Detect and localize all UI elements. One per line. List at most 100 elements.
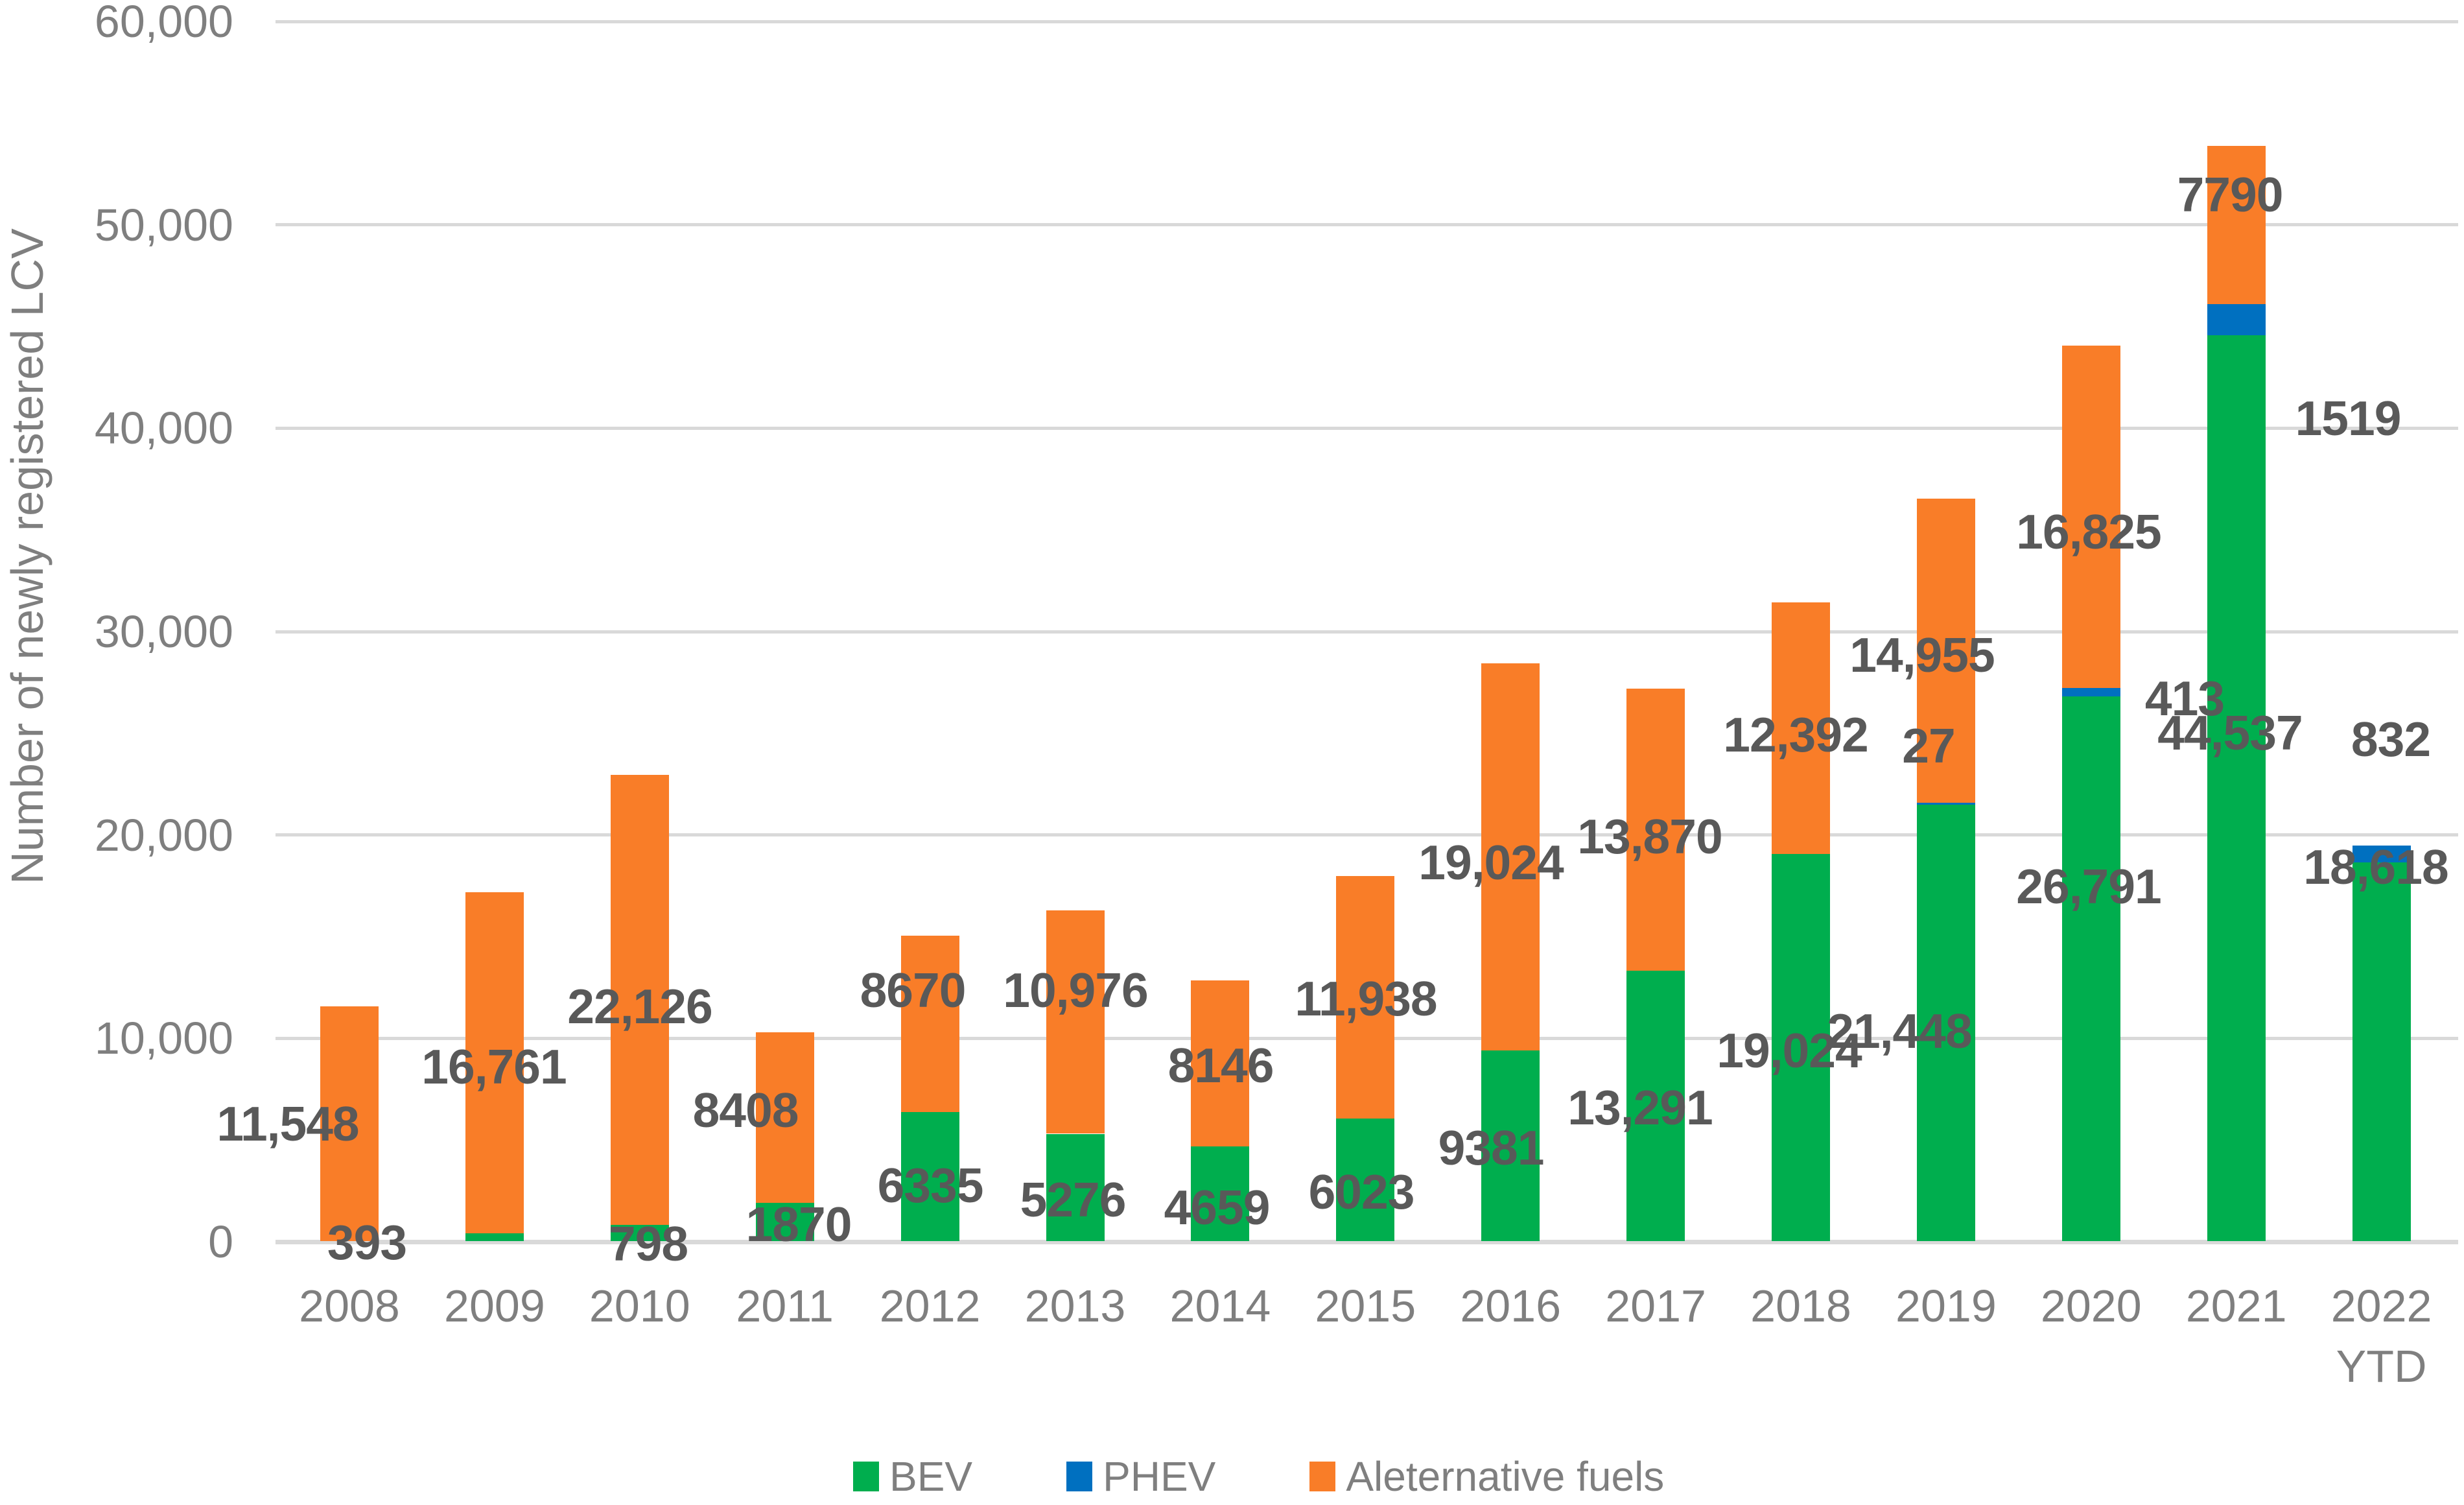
bar-segment-bev-2019 [1916, 805, 1975, 1241]
x-tick-label: 2018 [1750, 1281, 1851, 1331]
bar-segment-bev-2010 [610, 1224, 669, 1241]
data-label-bev-2013: 5276 [1020, 1172, 1127, 1227]
legend-label: Aleternative fuels [1346, 1453, 1665, 1500]
bar-segment-bev-2018 [1772, 854, 1830, 1241]
y-tick-label: 60,000 [94, 0, 233, 47]
bar-segment-aleternative-2014 [1191, 980, 1250, 1146]
data-label-phev-2022: 832 [2351, 712, 2431, 766]
bar-segment-aleternative-2015 [1336, 875, 1395, 1119]
x-tick-label: 2019 [1895, 1281, 1997, 1331]
x-tick-label: 2009 [444, 1281, 545, 1331]
data-label-aleternative-2008: 11,548 [217, 1096, 359, 1151]
data-label-aleternative-2016: 19,024 [1418, 835, 1564, 890]
legend-label: PHEV [1103, 1453, 1216, 1500]
data-label-bev-2012: 6335 [877, 1158, 984, 1213]
data-label-phev-2021: 1519 [2295, 391, 2402, 445]
data-label-aleternative-2010: 22,126 [567, 979, 712, 1034]
bar-segment-bev-2011 [755, 1203, 814, 1241]
data-label-bev-2018: 19,024 [1717, 1023, 1862, 1078]
data-label-bev-2010: 798 [608, 1216, 688, 1271]
y-tick-label: 40,000 [94, 403, 233, 454]
x-tick-label: 2021 [2185, 1281, 2287, 1331]
x-tick-label: 2015 [1315, 1281, 1416, 1331]
data-label-bev-2021: 44,537 [2157, 705, 2303, 760]
legend-item-phev: PHEV [1066, 1452, 1215, 1500]
legend-label: BEV [889, 1453, 973, 1500]
data-label-bev-2011: 1870 [745, 1197, 852, 1251]
bar-segment-phev-2021 [2207, 304, 2266, 336]
data-label-aleternative-2009: 16,761 [421, 1039, 567, 1094]
x-tick-label: 2022 YTD [2330, 1281, 2432, 1392]
data-label-aleternative-2011: 8408 [692, 1083, 799, 1137]
bar-segment-aleternative-2011 [755, 1032, 814, 1203]
legend: BEV PHEV Aleternative fuels [853, 1452, 1664, 1500]
bar-segment-bev-2020 [2061, 696, 2120, 1241]
bar-segment-bev-2014 [1191, 1146, 1250, 1241]
x-tick-label: 2017 [1605, 1281, 1706, 1331]
data-label-aleternative-2019: 14,955 [1849, 628, 1995, 682]
data-label-bev-2014: 4659 [1164, 1180, 1271, 1235]
bar-segment-bev-2012 [900, 1112, 959, 1241]
gridline [276, 630, 2458, 634]
bar-segment-bev-2009 [465, 1233, 524, 1241]
data-label-aleternative-2012: 8670 [860, 963, 967, 1017]
y-axis-title: Number of newly registered LCV [2, 228, 53, 884]
legend-item-bev: BEV [853, 1452, 972, 1500]
gridline [276, 833, 2458, 837]
x-tick-label: 2008 [299, 1281, 400, 1331]
y-tick-label: 30,000 [94, 606, 233, 657]
bar-segment-bev-2021 [2207, 335, 2266, 1241]
data-label-aleternative-2020: 16,825 [2016, 504, 2161, 559]
bar-segment-bev-2016 [1481, 1050, 1540, 1241]
bar-segment-aleternative-2010 [610, 774, 669, 1225]
bar-segment-aleternative-2016 [1481, 663, 1540, 1050]
data-label-bev-2015: 6023 [1308, 1165, 1415, 1219]
bar-segment-phev-2019 [1916, 803, 1975, 805]
gridline [276, 223, 2458, 227]
bar-segment-aleternative-2019 [1916, 499, 1975, 803]
bar-segment-phev-2022 [2352, 845, 2411, 862]
x-tick-label: 2010 [589, 1281, 690, 1331]
x-axis-line [276, 1239, 2458, 1244]
bar-segment-bev-2022 [2352, 862, 2411, 1241]
bar-segment-aleternative-2008 [320, 1006, 379, 1241]
legend-item-aleternative: Aleternative fuels [1309, 1452, 1664, 1500]
legend-swatch-icon [1309, 1462, 1336, 1491]
data-label-bev-2022: 18,618 [2303, 840, 2448, 894]
data-label-aleternative-2018: 12,392 [1723, 707, 1868, 762]
data-label-phev-2019: 27 [1902, 718, 1955, 773]
x-tick-label: 2012 [879, 1281, 981, 1331]
data-label-phev-2020: 413 [2144, 671, 2225, 726]
gridline [276, 426, 2458, 430]
bar-segment-phev-2020 [2061, 687, 2120, 696]
bar-segment-aleternative-2021 [2207, 146, 2266, 305]
x-tick-label: 2013 [1024, 1281, 1126, 1331]
data-label-aleternative-2013: 10,976 [1003, 963, 1148, 1017]
bar-segment-aleternative-2009 [465, 892, 524, 1233]
data-label-bev-2009: 393 [327, 1215, 407, 1270]
gridline [276, 19, 2458, 23]
data-label-aleternative-2017: 13,870 [1577, 809, 1722, 864]
data-label-aleternative-2021: 7790 [2177, 167, 2284, 222]
bar-segment-bev-2013 [1046, 1133, 1105, 1241]
legend-swatch-icon [1066, 1462, 1093, 1491]
data-label-aleternative-2015: 11,938 [1295, 971, 1437, 1026]
bar-segment-aleternative-2017 [1626, 689, 1685, 971]
data-label-bev-2017: 13,291 [1567, 1080, 1713, 1135]
bar-segment-aleternative-2013 [1046, 910, 1105, 1134]
data-label-aleternative-2014: 8146 [1167, 1038, 1274, 1093]
y-tick-label: 10,000 [94, 1013, 233, 1064]
bar-segment-bev-2017 [1626, 971, 1685, 1241]
y-tick-label: 50,000 [94, 199, 233, 250]
legend-swatch-icon [853, 1462, 879, 1491]
data-label-bev-2020: 26,791 [2016, 859, 2161, 914]
bar-segment-aleternative-2012 [900, 936, 959, 1113]
x-tick-label: 2016 [1460, 1281, 1562, 1331]
data-label-bev-2016: 9381 [1438, 1120, 1545, 1175]
y-tick-label: 20,000 [94, 809, 233, 860]
y-tick-label: 0 [208, 1216, 233, 1267]
x-tick-label: 2020 [2040, 1281, 2142, 1331]
bar-segment-aleternative-2018 [1772, 602, 1830, 855]
bar-segment-aleternative-2020 [2061, 345, 2120, 688]
